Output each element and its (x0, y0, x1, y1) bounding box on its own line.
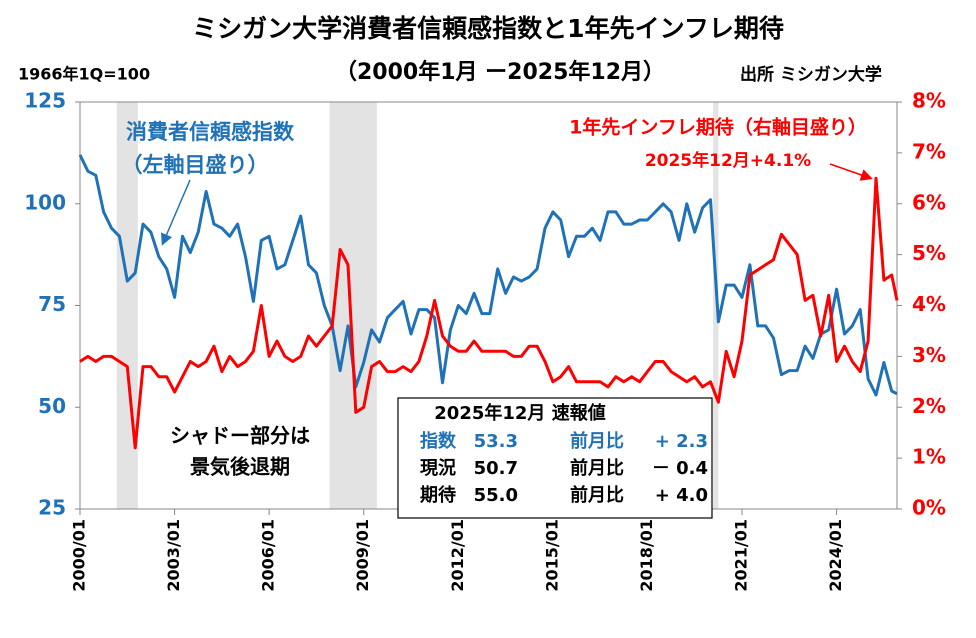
x-tick-label: 2003/01 (164, 519, 183, 592)
series-label: 消費者信頼感指数 (126, 120, 295, 144)
box-cell: 50.7 (474, 458, 518, 479)
series-line (79, 176, 899, 450)
series-note: （左軸目盛り） (122, 153, 269, 177)
x-tick-label: 2000/01 (70, 519, 89, 592)
shade-note: シャドー部分は (170, 424, 310, 448)
box-cell: + 4.0 (655, 485, 708, 506)
box-title: 2025年12月 速報値 (434, 402, 605, 424)
box-cell: 前月比 (570, 457, 624, 479)
box-cell: － 0.4 (652, 458, 708, 479)
annotation-arrow (161, 179, 191, 246)
box-cell: 55.0 (474, 485, 518, 506)
box-cell: + 2.3 (655, 431, 708, 452)
y2-tick-label: 0% (912, 496, 946, 520)
x-tick-label: 2021/01 (732, 519, 751, 592)
box-cell: 現況 (420, 457, 456, 479)
chart-subtitle: （2000年1月 ー2025年12月） (335, 59, 665, 85)
recession-shade (329, 102, 377, 509)
x-tick-label: 2015/01 (542, 519, 561, 592)
annotation-arrow (829, 163, 873, 181)
series-line (78, 154, 898, 397)
box-cell: 前月比 (570, 430, 624, 452)
info-box-frame (397, 397, 713, 519)
box-cell: 前月比 (570, 484, 624, 506)
y2-tick-label: 7% (912, 139, 946, 163)
y-tick-label: 25 (38, 496, 66, 520)
y-tick-label: 50 (38, 394, 66, 418)
shade-note: 景気後退期 (190, 455, 290, 479)
series-label: 1年先インフレ期待（右軸目盛り） (569, 116, 867, 139)
x-tick-label: 2009/01 (353, 519, 372, 592)
y-tick-label: 125 (24, 89, 66, 113)
y2-tick-label: 1% (912, 445, 946, 469)
source-note: 出所 ミシガン大学 (740, 64, 882, 85)
y2-tick-label: 5% (912, 241, 946, 265)
y-tick-label: 100 (24, 190, 66, 214)
y2-tick-label: 2% (912, 394, 946, 418)
y2-tick-label: 8% (912, 89, 946, 113)
info-box: 2025年12月 速報値 指数 53.3 前月比 + 2.3 現況 50.7 前月比 － 0.… (397, 397, 713, 519)
chart-title: ミシガン大学消費者信頼感指数と1年先インフレ期待 (192, 14, 784, 43)
x-tick-label: 2012/01 (448, 519, 467, 592)
box-cell: 53.3 (474, 431, 518, 452)
y2-tick-label: 6% (912, 190, 946, 214)
y-tick-label: 75 (38, 292, 66, 316)
box-cell: 期待 (420, 484, 456, 506)
peak-note: 2025年12月+4.1% (645, 150, 811, 171)
x-tick-label: 2006/01 (259, 519, 278, 592)
y2-tick-label: 4% (912, 292, 946, 316)
x-tick-label: 2018/01 (637, 519, 656, 592)
y2-tick-label: 3% (912, 343, 946, 367)
x-tick-label: 2024/01 (826, 519, 845, 592)
box-cell: 指数 (420, 430, 457, 452)
base-note: 1966年1Q=100 (18, 65, 150, 84)
recession-shade (713, 102, 719, 509)
